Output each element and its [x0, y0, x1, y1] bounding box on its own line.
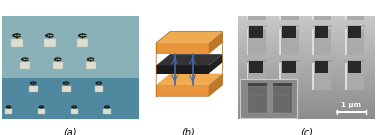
Bar: [90, 57, 91, 62]
Bar: [250, 26, 263, 38]
Bar: [62, 86, 70, 92]
Bar: [282, 61, 296, 73]
Bar: [250, 0, 263, 4]
Bar: [38, 109, 45, 114]
Bar: [247, 29, 248, 55]
Bar: [103, 109, 111, 114]
Bar: [315, 26, 328, 38]
Polygon shape: [156, 43, 209, 54]
Polygon shape: [2, 78, 139, 119]
Bar: [248, 86, 267, 113]
Bar: [247, 0, 266, 20]
Bar: [240, 79, 297, 118]
Bar: [279, 0, 299, 20]
Bar: [348, 61, 361, 73]
Bar: [44, 39, 55, 47]
Bar: [248, 83, 267, 86]
Bar: [247, 63, 248, 90]
Bar: [33, 81, 34, 86]
Bar: [70, 109, 78, 114]
Bar: [74, 105, 75, 109]
Bar: [53, 62, 63, 69]
Bar: [273, 86, 292, 113]
Bar: [86, 62, 96, 69]
Bar: [95, 86, 103, 92]
Polygon shape: [156, 85, 209, 96]
Bar: [11, 39, 23, 47]
Bar: [5, 109, 12, 114]
Text: (b): (b): [182, 127, 195, 135]
Bar: [312, 29, 331, 55]
Bar: [312, 29, 314, 55]
Bar: [312, 63, 331, 90]
Text: (c): (c): [300, 127, 313, 135]
Bar: [312, 0, 331, 20]
Bar: [315, 61, 328, 73]
Polygon shape: [156, 65, 209, 74]
Bar: [16, 33, 17, 39]
Bar: [8, 105, 9, 109]
Bar: [279, 63, 281, 90]
Bar: [348, 0, 361, 4]
Bar: [282, 26, 296, 38]
Bar: [57, 57, 58, 62]
Bar: [29, 86, 38, 92]
Bar: [345, 0, 364, 20]
Bar: [315, 0, 328, 4]
Bar: [345, 63, 346, 90]
Bar: [282, 0, 296, 4]
Polygon shape: [156, 74, 222, 85]
Text: 1 μm: 1 μm: [341, 102, 361, 107]
Bar: [247, 29, 266, 55]
Text: (a): (a): [63, 127, 77, 135]
Bar: [66, 81, 67, 86]
Bar: [273, 83, 292, 86]
Bar: [279, 0, 281, 20]
Bar: [20, 62, 30, 69]
Bar: [279, 29, 281, 55]
Bar: [345, 0, 346, 20]
Polygon shape: [156, 54, 222, 65]
Bar: [41, 105, 42, 109]
Polygon shape: [156, 32, 222, 43]
Polygon shape: [209, 32, 222, 54]
Bar: [279, 29, 299, 55]
Bar: [312, 0, 314, 20]
Bar: [345, 29, 364, 55]
Bar: [25, 57, 26, 62]
Bar: [345, 63, 364, 90]
Bar: [247, 0, 248, 20]
Polygon shape: [209, 74, 222, 96]
Bar: [98, 81, 100, 86]
Bar: [49, 33, 51, 39]
Bar: [82, 33, 83, 39]
Bar: [77, 39, 88, 47]
Bar: [345, 29, 346, 55]
Bar: [348, 26, 361, 38]
Bar: [279, 63, 299, 90]
Bar: [312, 63, 314, 90]
Polygon shape: [209, 54, 222, 74]
Bar: [247, 63, 266, 90]
Bar: [250, 61, 263, 73]
